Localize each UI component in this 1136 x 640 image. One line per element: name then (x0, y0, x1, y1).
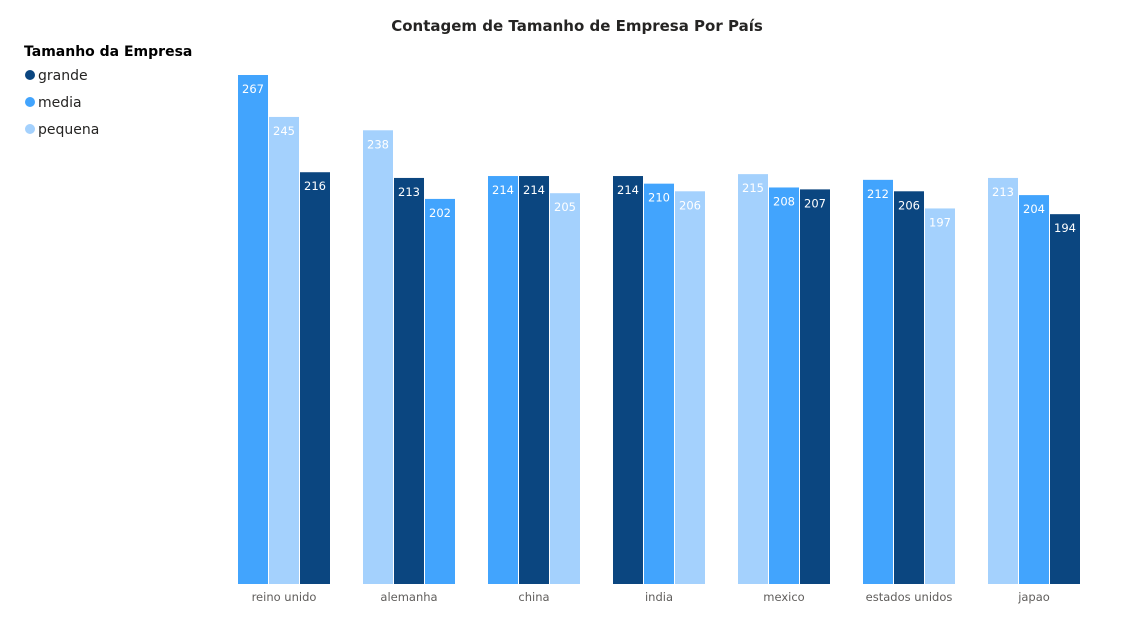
bar-mexico-grande[interactable] (800, 189, 830, 584)
chart-title: Contagem de Tamanho de Empresa Por País (391, 17, 763, 35)
bar-reino-unido-media[interactable] (238, 75, 268, 584)
bar-group-india: 214 210 206 india (613, 176, 705, 604)
bar-japao-media[interactable] (1019, 195, 1049, 584)
data-label: 267 (242, 82, 264, 96)
x-tick-label: japao (1017, 590, 1050, 604)
data-label: 202 (429, 206, 451, 220)
bar-group-alemanha: 238 213 202 alemanha (363, 130, 455, 604)
legend-label-pequena: pequena (38, 122, 99, 138)
bar-china-media[interactable] (488, 176, 518, 584)
bar-group-china: 214 214 205 china (488, 176, 580, 604)
data-label: 206 (679, 198, 701, 212)
data-label: 194 (1054, 221, 1076, 235)
bar-china-grande[interactable] (519, 176, 549, 584)
x-tick-label: china (518, 590, 549, 604)
bar-group-estados-unidos: 212 206 197 estados unidos (863, 179, 955, 604)
legend-marker-pequena (25, 124, 35, 134)
bar-alemanha-grande[interactable] (394, 177, 424, 584)
bar-reino-unido-grande[interactable] (300, 172, 330, 584)
legend-item-pequena[interactable]: pequena (25, 122, 99, 138)
data-label: 207 (804, 196, 826, 210)
legend-label-media: media (38, 95, 82, 111)
data-label: 208 (773, 194, 795, 208)
bar-japao-grande[interactable] (1050, 214, 1080, 584)
x-tick-label: mexico (763, 590, 804, 604)
data-label: 245 (273, 124, 295, 138)
data-label: 197 (929, 215, 951, 229)
x-tick-label: reino unido (252, 590, 317, 604)
data-label: 215 (742, 181, 764, 195)
bar-estados-unidos-pequena[interactable] (925, 208, 955, 585)
data-label: 214 (492, 183, 514, 197)
bar-group-reino-unido: 267 245 216 reino unido (238, 75, 330, 604)
data-label: 210 (648, 191, 670, 205)
plot-area: 267 245 216 reino unido 238 213 202 alemanha 214… (238, 75, 1080, 604)
bar-india-media[interactable] (644, 183, 674, 585)
data-label: 205 (554, 200, 576, 214)
data-label: 206 (898, 198, 920, 212)
bar-china-pequena[interactable] (550, 193, 580, 584)
data-label: 214 (523, 183, 545, 197)
data-label: 204 (1023, 202, 1045, 216)
bar-alemanha-pequena[interactable] (363, 130, 393, 584)
data-label: 212 (867, 187, 889, 201)
bar-mexico-pequena[interactable] (738, 174, 768, 584)
bar-alemanha-media[interactable] (425, 198, 455, 584)
legend-title: Tamanho da Empresa (24, 44, 192, 60)
legend-item-grande[interactable]: grande (25, 68, 88, 84)
legend-label-grande: grande (38, 68, 88, 84)
bar-reino-unido-pequena[interactable] (269, 116, 299, 585)
data-label: 214 (617, 183, 639, 197)
bar-india-grande[interactable] (613, 176, 643, 584)
data-label: 238 (367, 137, 389, 151)
data-label: 213 (398, 185, 420, 199)
legend-marker-media (25, 97, 35, 107)
legend: Tamanho da Empresa grande media pequena (24, 44, 192, 138)
bar-india-pequena[interactable] (675, 191, 705, 584)
legend-marker-grande (25, 70, 35, 80)
data-label: 213 (992, 185, 1014, 199)
legend-item-media[interactable]: media (25, 95, 82, 111)
bar-japao-pequena[interactable] (988, 177, 1018, 584)
bar-estados-unidos-media[interactable] (863, 179, 893, 584)
bar-estados-unidos-grande[interactable] (894, 191, 924, 584)
bar-group-japao: 213 204 194 japao (988, 177, 1080, 604)
x-tick-label: india (645, 590, 673, 604)
x-tick-label: estados unidos (866, 590, 953, 604)
bar-mexico-media[interactable] (769, 187, 799, 585)
x-tick-label: alemanha (380, 590, 437, 604)
data-label: 216 (304, 179, 326, 193)
bar-group-mexico: 215 208 207 mexico (738, 174, 830, 604)
